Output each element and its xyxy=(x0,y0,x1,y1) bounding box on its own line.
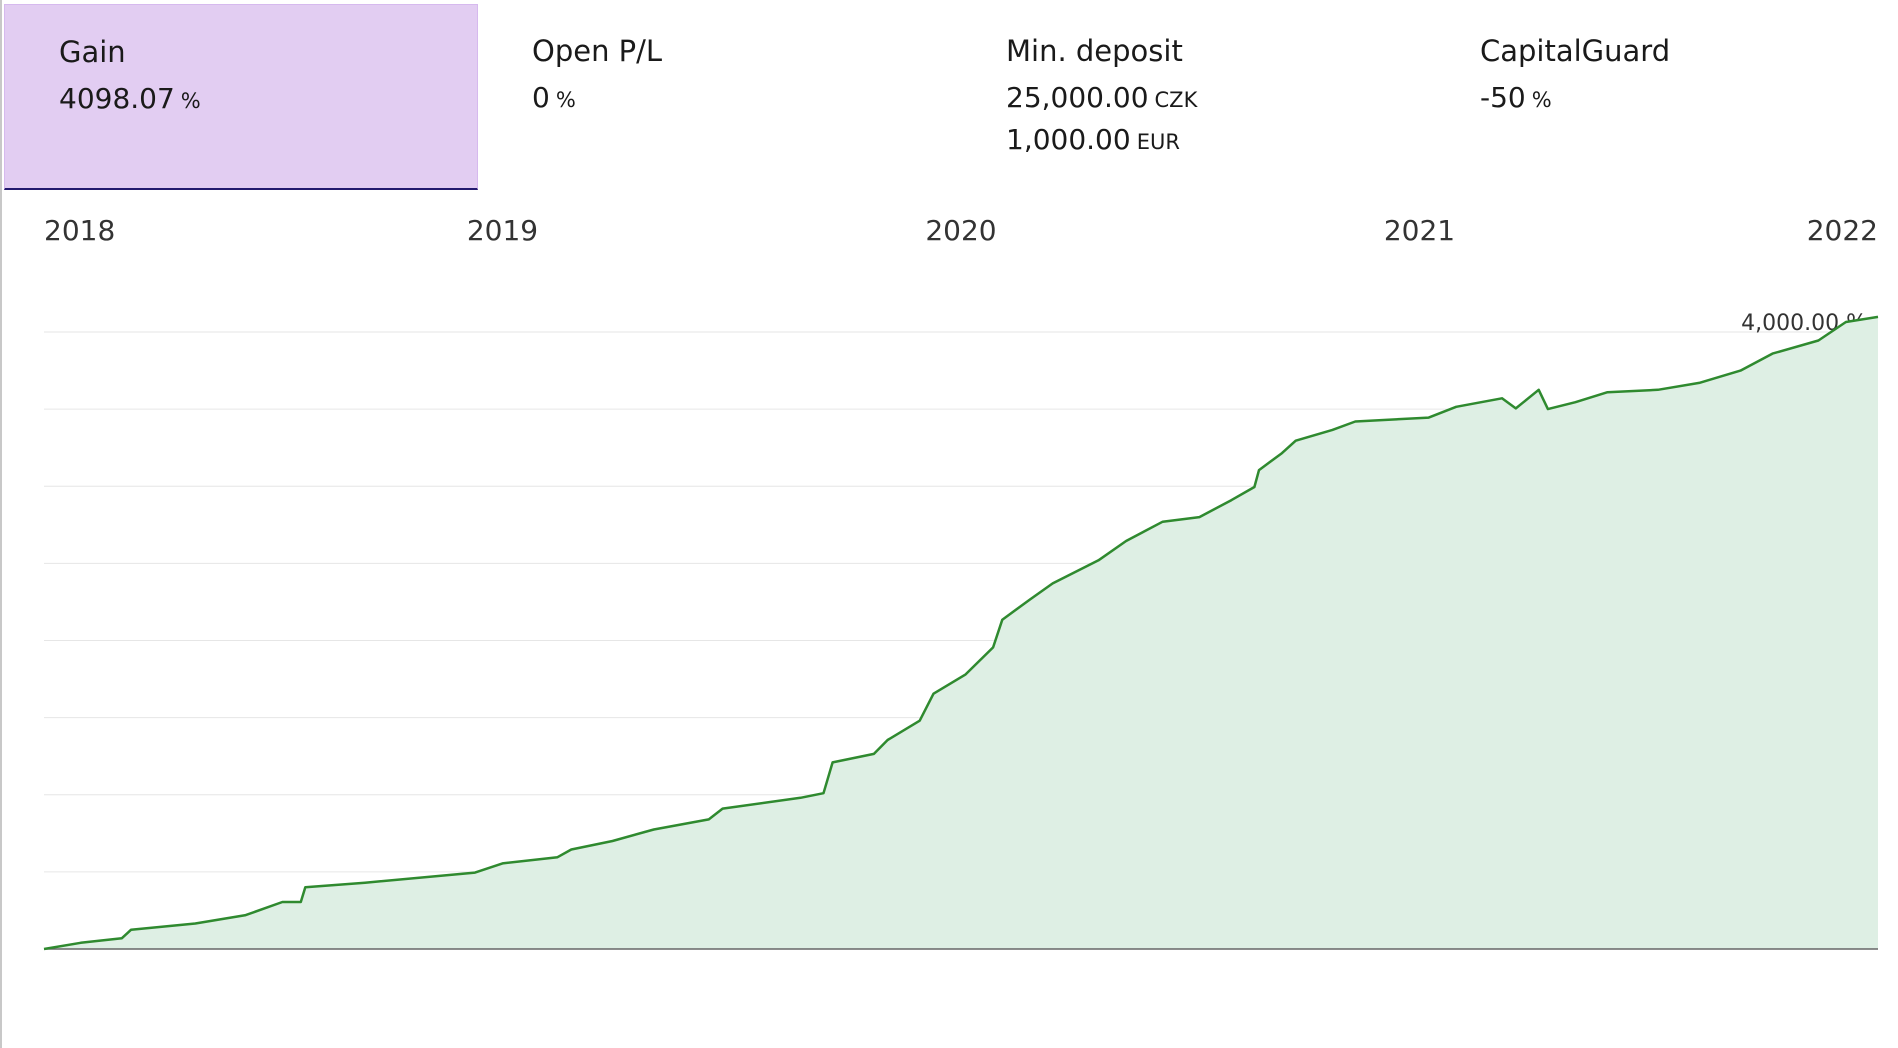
stat-value: 4098.07 xyxy=(59,82,175,115)
x-tick-label: 2019 xyxy=(467,214,538,247)
stat-label: CapitalGuard xyxy=(1480,34,1671,68)
stat-value-line: 0% xyxy=(532,78,952,120)
stat-label: Gain xyxy=(59,35,126,69)
stats-bar: Gain 4098.07% Open P/L 0% Min. deposit 25,000… xyxy=(4,4,1898,190)
x-tick-label: 2022 xyxy=(1807,214,1878,247)
stat-value: 25,000.00 xyxy=(1006,81,1149,114)
stat-value: -50 xyxy=(1480,81,1526,114)
stat-unit: % xyxy=(1531,88,1552,112)
gain-line xyxy=(43,315,1879,951)
stat-unit: % xyxy=(180,89,201,113)
stat-value-line: 4098.07% xyxy=(59,79,477,121)
stat-label: Min. deposit xyxy=(1006,34,1183,68)
x-tick-label: 2020 xyxy=(925,214,996,247)
stat-unit: EUR xyxy=(1136,130,1180,154)
x-tick-label: 2021 xyxy=(1384,214,1455,247)
stat-tile[interactable]: Gain 4098.07% xyxy=(4,4,478,190)
x-tick-label: 2018 xyxy=(44,214,115,247)
stat-tile[interactable]: Open P/L 0% xyxy=(478,4,952,190)
stat-value: 1,000.00 xyxy=(1006,123,1131,156)
stat-value-line: 25,000.00 CZK xyxy=(1006,78,1426,120)
area-fill xyxy=(44,316,1878,949)
stat-value-line: -50% xyxy=(1480,78,1898,120)
stat-value: 0 xyxy=(532,81,550,114)
chart: 0.00 %500.00 %1,000.00 %1,500.00 %2,000.… xyxy=(43,214,1879,953)
stat-unit: % xyxy=(555,88,576,112)
stat-label: Open P/L xyxy=(532,34,663,68)
stat-tile[interactable]: CapitalGuard -50% xyxy=(1426,4,1898,190)
stat-tile[interactable]: Min. deposit 25,000.00 CZK 1,000.00 EUR xyxy=(952,4,1426,190)
stat-unit: CZK xyxy=(1154,88,1198,112)
stat-value-line: 1,000.00 EUR xyxy=(1006,120,1426,162)
